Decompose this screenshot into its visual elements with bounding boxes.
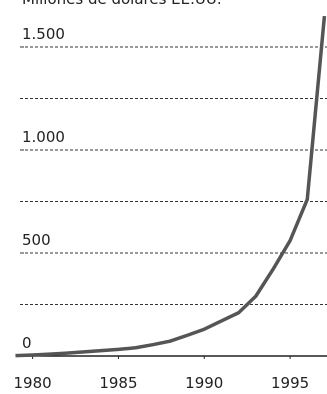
y-tick-label: 1.500 <box>22 25 65 43</box>
x-tick-label: 1995 <box>271 374 309 392</box>
line <box>15 15 327 358</box>
x-tick-label: 1980 <box>14 374 52 392</box>
x-tick-label: 1990 <box>185 374 223 392</box>
y-tick-label: 0 <box>22 334 32 352</box>
x-tick-label: 1985 <box>99 374 137 392</box>
y-tick-label: 500 <box>22 231 51 249</box>
chart-title: Millones de dólares EE.UU. <box>22 0 222 8</box>
y-tick-label: 1.000 <box>22 128 65 146</box>
